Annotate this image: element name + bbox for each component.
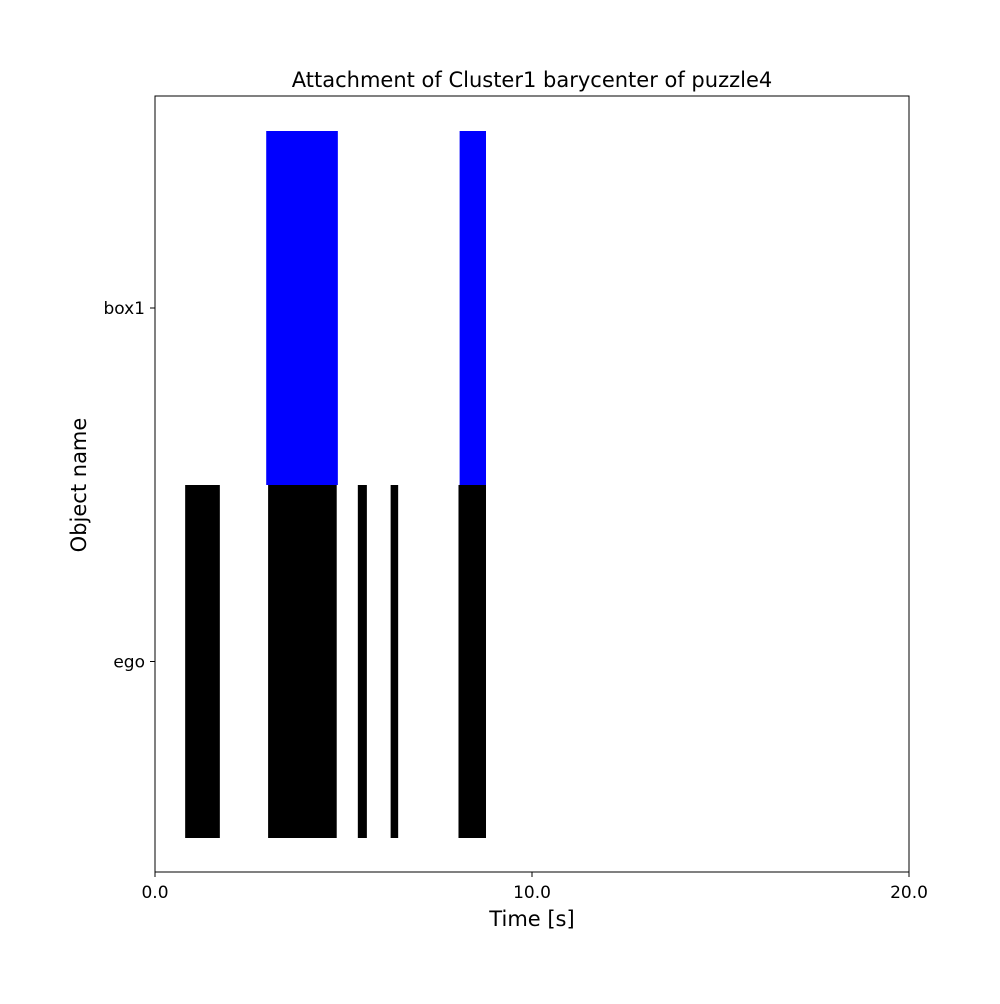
y-axis-label: Object name [67,418,91,553]
x-axis-label: Time [s] [488,907,574,931]
bar-box1-0 [266,131,338,485]
bar-ego-0 [185,485,220,838]
x-tick-label: 0.0 [141,883,168,903]
bar-ego-2 [357,485,367,838]
bar-box1-1 [459,131,487,485]
y-tick-label-box1: box1 [103,299,145,319]
x-tick-label: 10.0 [513,883,551,903]
bar-ego-3 [390,485,399,838]
bar-ego-4 [458,485,487,838]
x-tick-label: 20.0 [890,883,928,903]
bar-ego-1 [268,485,337,838]
ticks-layer: 0.0 10.0 20.0 ego box1 [103,299,927,903]
bars-layer [185,131,487,838]
chart-title: Attachment of Cluster1 barycenter of puz… [292,68,773,92]
y-tick-label-ego: ego [113,653,145,673]
